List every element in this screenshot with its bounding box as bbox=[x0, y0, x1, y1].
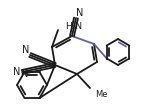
Text: Me: Me bbox=[95, 89, 107, 98]
Text: N: N bbox=[21, 69, 28, 79]
Text: N: N bbox=[76, 8, 84, 18]
Text: H₂N: H₂N bbox=[65, 22, 82, 30]
Text: N: N bbox=[13, 67, 21, 77]
Text: N: N bbox=[22, 45, 30, 55]
